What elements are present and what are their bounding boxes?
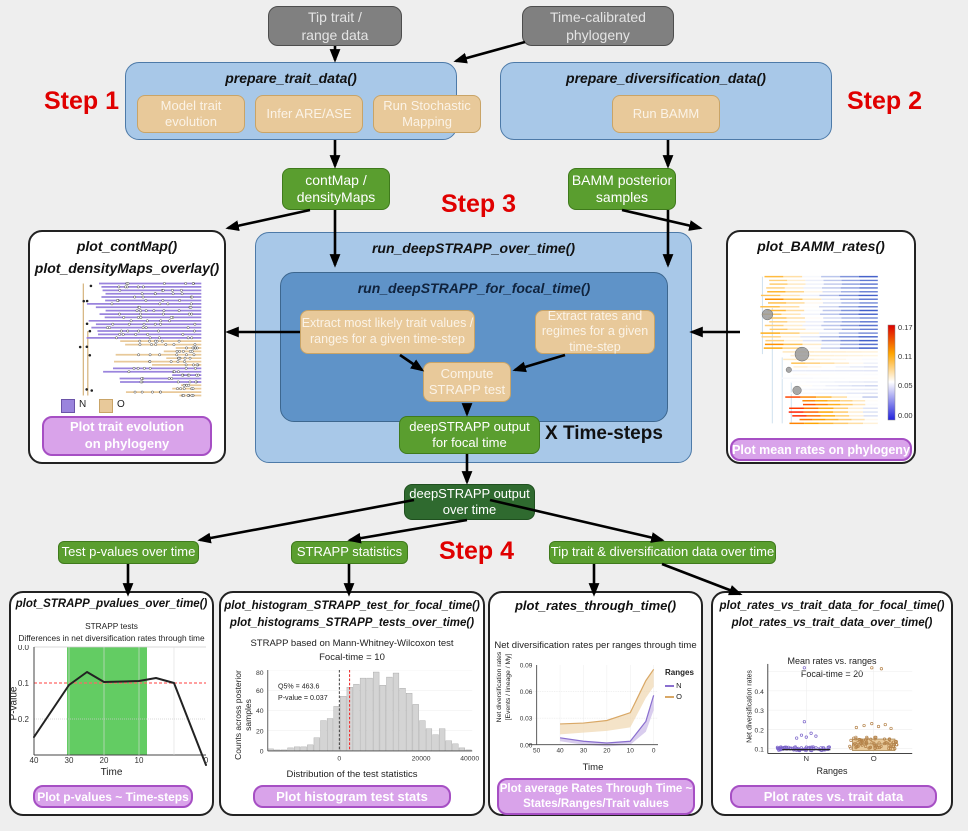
svg-text:0.17: 0.17 xyxy=(898,323,913,332)
svg-text:0.11: 0.11 xyxy=(898,352,912,361)
svg-text:0.09: 0.09 xyxy=(520,662,533,669)
svg-text:60: 60 xyxy=(256,688,264,695)
svg-text:0.05: 0.05 xyxy=(898,381,913,390)
svg-text:20000: 20000 xyxy=(412,755,431,762)
svg-text:80: 80 xyxy=(256,670,264,677)
svg-text:40: 40 xyxy=(30,756,39,765)
svg-text:30: 30 xyxy=(65,756,74,765)
svg-text:0.03: 0.03 xyxy=(520,715,533,722)
svg-text:0.1: 0.1 xyxy=(18,679,30,688)
svg-text:N: N xyxy=(804,754,810,763)
svg-text:40: 40 xyxy=(556,748,564,755)
svg-text:0.06: 0.06 xyxy=(520,689,533,696)
svg-text:Q5% = 463.6: Q5% = 463.6 xyxy=(278,684,319,691)
svg-text:O: O xyxy=(871,754,877,763)
svg-text:20: 20 xyxy=(603,748,611,755)
svg-text:0.2: 0.2 xyxy=(18,715,30,724)
svg-text:0: 0 xyxy=(204,756,209,765)
svg-text:0: 0 xyxy=(260,748,264,755)
svg-text:0: 0 xyxy=(652,748,656,755)
svg-text:0.0: 0.0 xyxy=(18,645,30,652)
svg-text:40000: 40000 xyxy=(460,755,479,762)
svg-text:10: 10 xyxy=(627,748,635,755)
svg-text:P-value = 0.037: P-value = 0.037 xyxy=(278,695,328,702)
svg-text:10: 10 xyxy=(135,756,144,765)
svg-text:0.00: 0.00 xyxy=(520,742,533,749)
svg-text:50: 50 xyxy=(533,748,541,755)
svg-text:0: 0 xyxy=(337,755,341,762)
svg-text:30: 30 xyxy=(580,748,588,755)
svg-text:40: 40 xyxy=(256,708,264,715)
svg-text:20: 20 xyxy=(100,756,109,765)
svg-text:20: 20 xyxy=(256,728,264,735)
svg-text:0.00: 0.00 xyxy=(898,411,913,420)
